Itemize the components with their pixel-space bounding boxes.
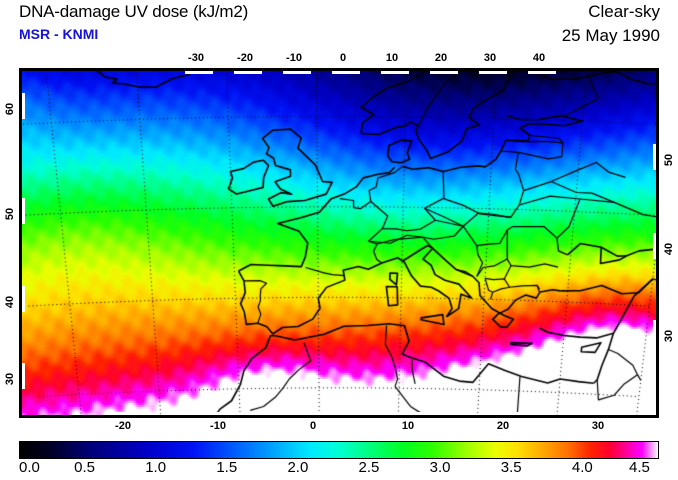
bottom-axis-tick-20: 20	[496, 420, 510, 432]
left-axis-tick-60: 60	[4, 102, 16, 116]
top-axis-labels: -30 -20 -10 0 10 20 30 40	[19, 52, 659, 66]
map-field	[22, 71, 656, 415]
top-axis-tick--30: -30	[188, 52, 204, 64]
bottom-tick-gap	[112, 412, 140, 415]
colorbar-tick-0.5: 0.5	[74, 459, 95, 476]
sky-condition-label: Clear-sky	[588, 2, 660, 21]
bottom-axis-tick--10: -10	[210, 420, 226, 432]
top-axis-tick--10: -10	[286, 52, 302, 64]
uv-dose-heatmap	[22, 71, 656, 415]
colorbar-tick-4.0: 4.0	[571, 459, 593, 476]
bottom-tick-gap	[397, 412, 425, 415]
left-tick-gap	[22, 363, 25, 389]
colorbar-tick-1.5: 1.5	[216, 459, 238, 476]
colorbar-tick-1.0: 1.0	[145, 459, 167, 476]
bottom-axis-tick-30: 30	[591, 420, 605, 432]
colorbar-container	[19, 441, 659, 459]
left-tick-gap	[22, 198, 25, 224]
colorbar-tick-4.5: 4.5	[629, 459, 650, 476]
left-axis-tick-40: 40	[4, 295, 16, 309]
top-axis-tick-20: 20	[434, 52, 448, 64]
right-tick-gap	[653, 144, 656, 170]
top-axis-tick-0: 0	[339, 52, 347, 64]
top-tick-gap	[332, 71, 360, 74]
bottom-tick-gap	[207, 412, 235, 415]
top-axis-tick-30: 30	[483, 52, 497, 64]
top-tick-gap	[430, 71, 458, 74]
top-tick-gap	[283, 71, 311, 74]
top-axis-tick-10: 10	[385, 52, 399, 64]
right-tick-gap	[653, 233, 656, 259]
left-axis-tick-30: 30	[4, 372, 16, 386]
left-tick-gap	[22, 286, 25, 312]
colorbar-tick-2.0: 2.0	[287, 459, 309, 476]
institution-label: MSR - KNMI	[19, 26, 99, 42]
bottom-tick-gap	[587, 412, 615, 415]
right-tick-gap	[653, 320, 656, 346]
header: DNA-damage UV dose (kJ/m2) MSR - KNMI Cl…	[0, 0, 678, 52]
left-axis-tick-50: 50	[4, 207, 16, 221]
colorbar-tick-0.0: 0.0	[19, 459, 40, 476]
top-axis-tick--20: -20	[237, 52, 253, 64]
colorbar-gradient	[19, 441, 659, 459]
colorbar-tick-3.0: 3.0	[429, 459, 451, 476]
bottom-axis-tick--20: -20	[115, 420, 131, 432]
bottom-tick-gap	[302, 412, 330, 415]
bottom-tick-gap	[492, 412, 520, 415]
top-axis-tick-40: 40	[532, 52, 546, 64]
bottom-axis-labels: -20 -10 0 10 20 30	[19, 420, 659, 436]
colorbar-tick-labels: 0.0 0.5 1.0 1.5 2.0 2.5 3.0 3.5 4.0 4.5	[19, 459, 659, 479]
right-axis-tick-40: 40	[663, 242, 675, 256]
right-axis-tick-30: 30	[663, 329, 675, 343]
top-tick-gap	[528, 71, 556, 74]
date-label: 25 May 1990	[561, 26, 660, 45]
top-tick-gap	[185, 71, 213, 74]
bottom-axis-tick-0: 0	[309, 420, 317, 432]
colorbar-tick-2.5: 2.5	[358, 459, 380, 476]
right-axis-tick-50: 50	[663, 153, 675, 167]
bottom-axis-tick-10: 10	[401, 420, 415, 432]
map-plot-frame	[19, 68, 659, 418]
page-title: DNA-damage UV dose (kJ/m2)	[19, 2, 249, 21]
top-tick-gap	[234, 71, 262, 74]
left-tick-gap	[22, 93, 25, 119]
top-tick-gap	[479, 71, 507, 74]
top-tick-gap	[381, 71, 409, 74]
colorbar-tick-3.5: 3.5	[500, 459, 522, 476]
